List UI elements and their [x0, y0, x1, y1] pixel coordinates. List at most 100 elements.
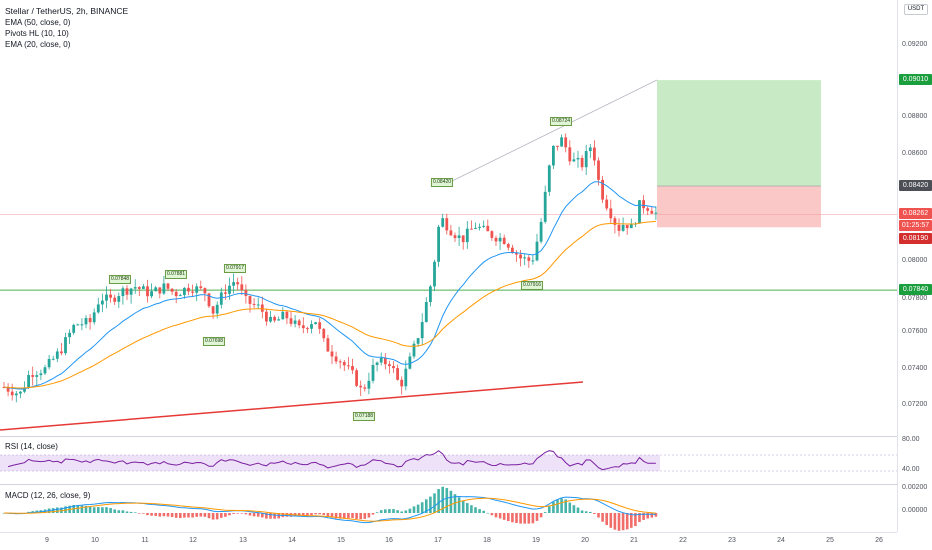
macd-histogram-bar	[556, 499, 559, 513]
candle-body	[215, 304, 219, 314]
macd-pane[interactable]	[0, 485, 897, 532]
candle-body	[27, 375, 30, 388]
candle-body	[461, 235, 465, 243]
macd-histogram-bar	[416, 504, 420, 513]
candle-body	[363, 387, 367, 389]
candle-body	[43, 367, 47, 374]
currency-button[interactable]: USDT	[904, 4, 928, 15]
indicator-ema50-label[interactable]: EMA (50, close, 0)	[5, 18, 71, 27]
macd-histogram-bar	[597, 513, 600, 518]
time-axis[interactable]: 9 10 11 12 13 14 15 16 17 18 19 20 21 22…	[0, 532, 897, 550]
candle-body	[178, 295, 182, 297]
macd-histogram-bar	[355, 513, 358, 519]
candle-body	[400, 379, 404, 387]
candle-body	[64, 337, 67, 354]
candle-body	[19, 391, 22, 394]
macd-histogram-bar	[576, 507, 580, 513]
candle-body	[355, 370, 358, 386]
candle-body	[150, 291, 153, 297]
candle-body	[412, 343, 416, 357]
price-label: 0.07200	[902, 401, 928, 408]
macd-histogram-bar	[392, 509, 395, 513]
candle-body	[84, 318, 88, 325]
candle-body	[10, 391, 14, 396]
macd-histogram-bar	[498, 513, 502, 519]
pane-separator-macd[interactable]	[0, 484, 897, 485]
candle-body	[437, 226, 440, 262]
macd-histogram-bar	[183, 513, 186, 518]
price-label: 0.09200	[902, 41, 928, 48]
rsi-pane[interactable]	[0, 437, 897, 484]
candle-body	[293, 320, 297, 324]
candle-body	[248, 296, 252, 304]
candle-body	[236, 282, 240, 285]
macd-histogram-bar	[359, 513, 362, 520]
macd-histogram-bar	[466, 503, 469, 513]
macd-label[interactable]: MACD (12, 26, close, 9)	[5, 491, 91, 500]
macd-histogram-bar	[211, 513, 215, 520]
candle-body	[244, 290, 248, 297]
candle-body	[445, 218, 449, 231]
candle-body	[199, 286, 203, 289]
macd-histogram-bar	[129, 511, 133, 513]
candle-body	[429, 286, 432, 302]
time-label: 17	[434, 537, 442, 544]
candle-body	[506, 243, 510, 248]
candle-body	[552, 145, 555, 166]
candle-body	[31, 375, 35, 377]
candle-body	[187, 287, 190, 292]
price-axis[interactable]: 0.09200 0.08800 0.08600 0.08000 0.07800 …	[897, 0, 932, 532]
pivot-low-label: 0.07698	[202, 337, 226, 346]
macd-histogram-bar	[314, 513, 317, 515]
macd-histogram-bar	[285, 513, 289, 517]
macd-line	[3, 495, 656, 524]
candle-body	[88, 318, 92, 323]
macd-histogram-bar	[412, 506, 416, 513]
macd-histogram-bar	[379, 510, 383, 513]
macd-histogram-bar	[486, 512, 490, 514]
time-label: 21	[630, 537, 638, 544]
candle-body	[617, 224, 621, 231]
macd-histogram-bar	[515, 513, 518, 524]
time-label: 22	[679, 537, 687, 544]
macd-histogram-bar	[367, 513, 371, 518]
candle-body	[654, 212, 658, 214]
macd-histogram-bar	[220, 513, 223, 518]
macd-histogram-bar	[617, 513, 621, 531]
macd-histogram-bar	[306, 513, 309, 516]
macd-histogram-bar	[338, 513, 342, 519]
time-label: 18	[483, 537, 491, 544]
candle-body	[35, 375, 39, 377]
pane-separator-rsi[interactable]	[0, 436, 897, 437]
macd-histogram-bar	[273, 513, 276, 519]
time-label: 11	[141, 537, 149, 544]
macd-histogram-bar	[138, 513, 141, 514]
macd-histogram-bar	[261, 513, 264, 518]
macd-histogram-bar	[502, 513, 506, 520]
candle-body	[523, 257, 527, 259]
macd-histogram-bar	[511, 513, 514, 523]
macd-histogram-bar	[494, 513, 498, 518]
macd-histogram-bar	[601, 513, 604, 522]
candle-body	[125, 288, 129, 295]
candle-body	[162, 283, 166, 294]
macd-histogram-bar	[572, 505, 576, 513]
candle-body	[433, 261, 436, 287]
candle-body	[281, 311, 285, 320]
candle-body	[379, 358, 383, 363]
macd-histogram-bar	[174, 513, 178, 518]
time-label: 12	[189, 537, 197, 544]
macd-histogram-bar	[404, 510, 408, 513]
candle-body	[347, 365, 350, 367]
candle-body	[359, 385, 363, 388]
main-chart[interactable]	[0, 0, 897, 436]
candle-body	[252, 303, 256, 305]
indicator-ema20-label[interactable]: EMA (20, close, 0)	[5, 40, 71, 49]
macd-histogram-bar	[425, 499, 428, 513]
candle-body	[576, 158, 580, 160]
rsi-label[interactable]: RSI (14, close)	[5, 442, 58, 451]
time-label: 24	[777, 537, 785, 544]
candle-body	[121, 288, 125, 297]
candle-body	[142, 286, 145, 289]
indicator-pivots-label[interactable]: Pivots HL (10, 10)	[5, 29, 69, 38]
